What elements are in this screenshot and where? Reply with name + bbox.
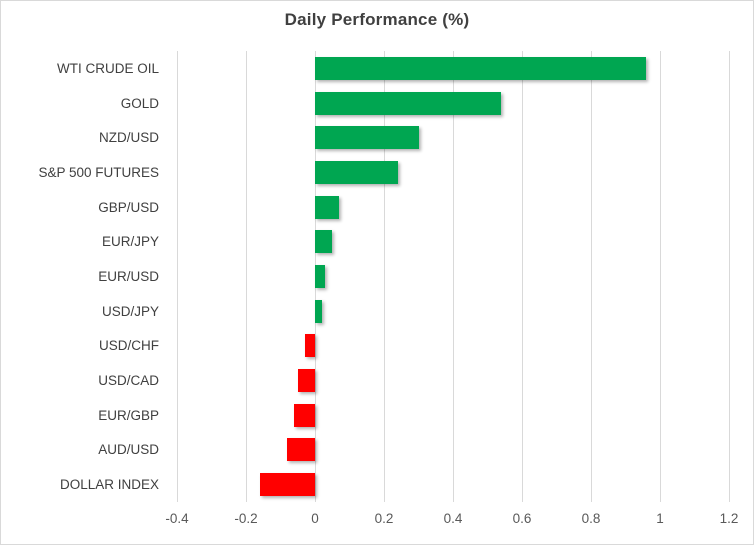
bar	[315, 91, 502, 115]
bar-row	[177, 433, 729, 468]
x-tick-label: 1	[656, 511, 664, 526]
x-tick-label: 0.8	[581, 511, 601, 526]
bar	[294, 403, 315, 427]
category-label: EUR/JPY	[101, 234, 159, 250]
bar-row	[177, 190, 729, 225]
bar	[297, 369, 315, 393]
bar-row	[177, 155, 729, 190]
category-label: AUD/USD	[98, 442, 159, 458]
bar-row	[177, 363, 729, 398]
bar	[315, 195, 340, 219]
gridline	[660, 51, 661, 502]
gridline	[729, 51, 730, 502]
bar-row	[177, 259, 729, 294]
gridline	[384, 51, 385, 502]
category-label: WTI CRUDE OIL	[56, 60, 159, 76]
category-label: EUR/USD	[98, 268, 159, 284]
category-axis: WTI CRUDE OIL GOLD NZD/USD S&P 500 FUTURES G…	[1, 51, 159, 502]
bar-series	[177, 51, 729, 502]
x-tick-label: 1.2	[719, 511, 739, 526]
bar-row	[177, 224, 729, 259]
bar	[315, 160, 398, 184]
gridline	[591, 51, 592, 502]
bar	[315, 126, 419, 150]
x-tick-label: 0.4	[443, 511, 463, 526]
bar	[315, 230, 333, 254]
bar	[304, 334, 315, 358]
category-label: EUR/GBP	[98, 407, 159, 423]
x-tick-label: 0.6	[512, 511, 532, 526]
bar-row	[177, 51, 729, 86]
bar	[315, 299, 322, 323]
category-label: USD/CHF	[99, 338, 159, 354]
category-label: USD/CAD	[98, 373, 159, 389]
gridline	[522, 51, 523, 502]
bar	[315, 56, 647, 80]
bar	[259, 473, 315, 497]
gridline	[453, 51, 454, 502]
category-label: USD/JPY	[101, 303, 159, 319]
bar-row	[177, 86, 729, 121]
bar	[287, 438, 315, 462]
bar-row	[177, 398, 729, 433]
x-tick-label: 0.2	[374, 511, 394, 526]
category-label: GOLD	[120, 95, 159, 111]
x-tick-label: -0.2	[234, 511, 258, 526]
category-label: GBP/USD	[98, 199, 159, 215]
gridline	[177, 51, 178, 502]
category-label: NZD/USD	[99, 130, 159, 146]
category-label: DOLLAR INDEX	[59, 477, 159, 493]
x-axis: -0.4 -0.2 0 0.2 0.4 0.6 0.8 1 1.2	[165, 511, 738, 531]
bar-row	[177, 120, 729, 155]
x-tick-label: -0.4	[165, 511, 189, 526]
category-label: S&P 500 FUTURES	[38, 164, 159, 180]
chart-title: Daily Performance (%)	[284, 10, 470, 29]
bar-row	[177, 467, 729, 502]
bar	[315, 264, 326, 288]
bar-row	[177, 329, 729, 364]
gridline	[246, 51, 247, 502]
x-tick-label: 0	[311, 511, 319, 526]
bar-row	[177, 294, 729, 329]
plot-area	[177, 51, 730, 502]
